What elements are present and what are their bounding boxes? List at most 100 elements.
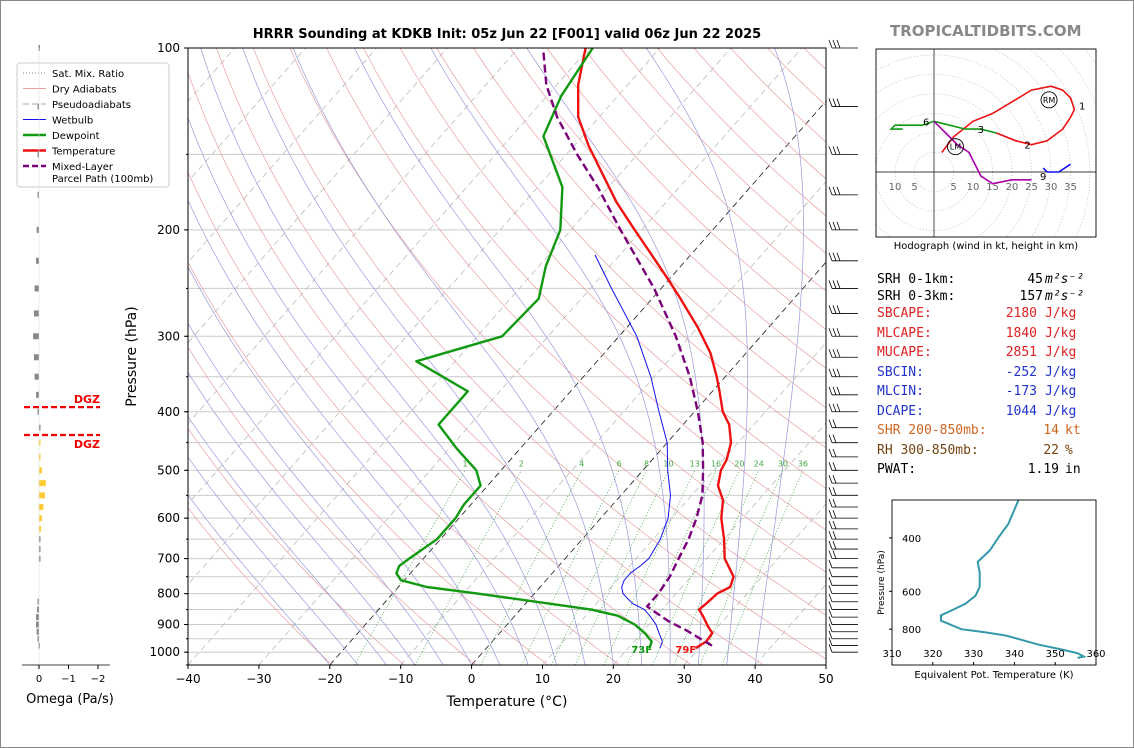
pseudoadiabat — [188, 494, 331, 665]
pseudoadiabat — [188, 266, 472, 665]
omega-bar — [36, 614, 39, 621]
index-unit: m²s⁻² — [1045, 289, 1085, 304]
theta-x-tick-label: 330 — [964, 649, 983, 660]
legend-box — [16, 62, 170, 188]
omega-bar — [36, 391, 39, 398]
wind-barb — [828, 601, 858, 610]
wind-barb — [828, 280, 858, 289]
wind-barb — [828, 559, 858, 569]
omega-bar — [34, 285, 39, 292]
theta-y-axis-label: Pressure (hPa) — [877, 550, 887, 615]
omega-axis-label: Omega (Pa/s) — [26, 692, 114, 707]
y-tick-label: 200 — [157, 223, 180, 237]
pseudoadiabat — [754, 48, 804, 665]
wind-barb — [828, 328, 858, 337]
y-tick-label: 1000 — [149, 645, 180, 659]
isotherm-line — [188, 48, 306, 183]
profile-wetbulb — [594, 254, 671, 649]
hodo-ring-label: 5 — [911, 182, 917, 193]
hodograph-plot: 10 5 5 10 15 20 25 30 35 1 2 3 6 9 RM LM — [876, 49, 1096, 237]
hodo-ring-label: 15 — [986, 182, 999, 193]
mixing-ratio-label: 20 — [734, 459, 744, 468]
index-value: 1044 — [1005, 403, 1037, 419]
hodo-height-label: 2 — [1024, 141, 1030, 152]
y-tick-label: 900 — [157, 618, 180, 632]
dry-adiabat — [216, 48, 764, 665]
omega-x-tick-label: 0 — [36, 674, 42, 685]
isotherm-line — [188, 48, 661, 586]
wind-barb-flag — [832, 487, 837, 496]
omega-bar — [39, 467, 42, 474]
dry-adiabat — [509, 48, 826, 369]
theta-x-axis-label: Equivalent Pot. Temperature (K) — [914, 670, 1073, 681]
index-unit: in — [1065, 462, 1081, 477]
y-tick-label: 300 — [157, 329, 180, 343]
index-unit: J/kg — [1045, 403, 1077, 419]
index-value: 14 — [1043, 423, 1059, 438]
dry-adiabat — [188, 261, 549, 665]
wind-barb-flag — [832, 474, 837, 484]
skewt-legend: Sat. Mix. Ratio Dry Adiabats Pseudoadiabat… — [16, 62, 170, 188]
isotherm-line — [754, 583, 826, 665]
wind-barb-flag — [828, 305, 833, 314]
wind-barb-flag — [828, 98, 833, 107]
wind-barb-flag — [836, 386, 841, 395]
index-value: 1840 — [1005, 325, 1037, 341]
wind-barb-flag — [836, 403, 841, 412]
wind-barb-flag — [828, 550, 833, 559]
dry-adiabat — [289, 48, 826, 616]
wind-barb-flag — [836, 98, 841, 107]
isotherm-line — [188, 48, 377, 263]
wind-barb-flag — [836, 368, 841, 377]
wind-barb — [828, 644, 858, 653]
wind-barb-flag — [828, 585, 833, 594]
wind-barb — [828, 419, 858, 429]
wind-barb — [828, 593, 858, 603]
mixing-ratio-line — [673, 470, 760, 665]
wind-barb-flag — [828, 510, 833, 519]
omega-bar — [39, 515, 42, 522]
theta-x-tick-label: 320 — [923, 649, 942, 660]
pseudoadiabat — [646, 48, 748, 665]
wind-barb-flag — [828, 568, 833, 577]
wind-barb — [828, 305, 858, 314]
hodo-storm-marker — [947, 138, 964, 156]
legend-label: Dewpoint — [52, 131, 100, 142]
pseudoadiabat — [188, 456, 359, 665]
wind-barb-flag — [828, 186, 833, 195]
wind-barb — [828, 540, 858, 550]
dgz-label: DGZ — [74, 438, 100, 451]
skewt-plot: 1 2 4 6 8 10 13 16 20 24 30 36 — [188, 48, 826, 665]
dry-adiabat — [252, 48, 826, 660]
pseudoadiabat — [526, 48, 705, 665]
mixing-ratio-label: 10 — [663, 459, 673, 468]
pseudoadiabat — [292, 48, 614, 665]
wind-barb-flag — [836, 186, 841, 195]
mixing-ratio-line — [721, 470, 804, 665]
wind-barb-flag — [832, 462, 837, 471]
wind-barb-flag — [832, 328, 837, 337]
wind-barb — [828, 498, 858, 508]
wind-barb-flag — [828, 403, 833, 412]
index-row: PWAT: 1.19 in — [877, 462, 1097, 482]
index-label: SBCAPE: — [877, 306, 932, 321]
hodo-storm-marker — [1040, 91, 1058, 109]
wind-barb — [828, 630, 858, 640]
omega-bar — [39, 453, 41, 460]
wind-barb — [828, 623, 858, 633]
omega-bar — [37, 408, 40, 415]
y-tick-label: 100 — [157, 41, 180, 55]
pseudoadiabat — [354, 48, 643, 665]
mixing-ratio-line — [574, 470, 669, 665]
wind-barb — [828, 386, 858, 396]
theta-x-tick-label: 350 — [1046, 649, 1065, 660]
dry-adiabat — [803, 48, 826, 70]
surface-dewpoint-label: 73F — [631, 645, 652, 656]
isotherm-line — [188, 48, 519, 424]
isotherm-line — [613, 422, 826, 665]
index-unit: J/kg — [1045, 325, 1077, 341]
wind-barb-flag — [828, 280, 833, 289]
wind-barb-flag — [836, 305, 841, 314]
index-unit: m²s⁻² — [1045, 272, 1085, 287]
wind-barb — [828, 487, 858, 496]
